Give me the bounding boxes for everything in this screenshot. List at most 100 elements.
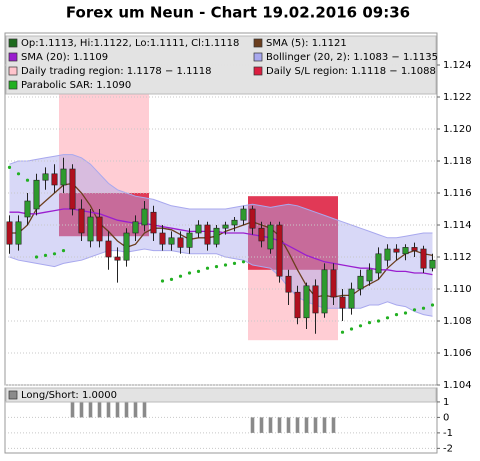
legend-box <box>5 387 437 403</box>
chart-title: Forex um Neun - Chart 19.02.2016 09:36 <box>66 4 410 22</box>
y-tick-label: 1.124 <box>443 60 472 71</box>
candle-body <box>357 275 364 290</box>
y-tick-label: 1.122 <box>443 92 472 103</box>
band-upper <box>9 154 433 239</box>
candle-body <box>186 232 193 248</box>
sar-dot <box>169 277 174 281</box>
sar-dot <box>160 279 165 283</box>
candle-body <box>204 224 211 245</box>
candle-body <box>249 208 256 229</box>
sar-dot <box>34 255 39 259</box>
y-tick-label: 1.104 <box>443 380 472 391</box>
candle-body <box>96 216 103 242</box>
legend-swatch <box>253 38 263 48</box>
y-tick-label: 1.110 <box>443 284 472 295</box>
y-tick-label: 1.114 <box>443 220 472 231</box>
bar-layer <box>70 401 336 433</box>
bar <box>268 417 273 433</box>
bar <box>88 401 93 418</box>
candle-body <box>213 227 220 245</box>
legend-layer: Long/Short: 1.0000 <box>5 387 437 403</box>
sar-dot <box>61 249 66 253</box>
sar-dot <box>358 324 363 328</box>
candle-body <box>366 269 373 282</box>
candle-body <box>348 288 355 309</box>
candle-body <box>294 291 301 319</box>
candle-body <box>321 269 328 314</box>
bar <box>70 401 75 418</box>
sar-dot <box>187 271 192 275</box>
sar-dot <box>7 165 12 169</box>
bar <box>115 401 120 418</box>
y-tick-label: 1.120 <box>443 124 472 135</box>
bar <box>331 417 336 433</box>
candle-body <box>123 232 130 261</box>
legend-swatch <box>8 52 18 62</box>
bar <box>106 401 111 418</box>
bar <box>277 417 282 433</box>
sar-dot <box>394 313 399 317</box>
candle-body <box>330 269 337 298</box>
candle-body <box>60 168 67 186</box>
candle-body <box>339 296 346 309</box>
bar <box>295 417 300 433</box>
candle-body <box>258 227 265 242</box>
candle-body <box>6 221 13 245</box>
legend-swatch <box>8 66 18 76</box>
candle-body <box>150 211 157 234</box>
candle-body <box>87 216 94 242</box>
candle-body <box>33 179 40 210</box>
candle-body <box>240 208 247 221</box>
sar-dot <box>205 266 210 270</box>
sar-dot <box>214 265 219 269</box>
legend-box <box>5 35 437 95</box>
candle-body <box>285 275 292 293</box>
legend-label: Bollinger (20, 2): 1.1083 − 1.1135 <box>266 52 438 63</box>
sar-dot <box>43 253 48 257</box>
candle-body <box>78 208 85 234</box>
candle-body <box>222 224 229 229</box>
candle-body <box>384 248 391 261</box>
y-tick-label: 1.108 <box>443 316 472 327</box>
sar-dot <box>178 274 183 278</box>
sar-dot <box>223 263 228 267</box>
candle-body <box>303 285 310 319</box>
bar <box>304 417 309 433</box>
sar-dot <box>403 311 408 315</box>
candle-body <box>276 224 283 277</box>
legend-swatch <box>253 66 263 76</box>
sar-dot <box>412 308 417 312</box>
legend-label: Op:1.1113, Hi:1.1122, Lo:1.1111, Cl:1.11… <box>21 38 239 49</box>
bar <box>97 401 102 418</box>
y-tick-label: 1.106 <box>443 348 472 359</box>
sar-dot <box>349 327 354 331</box>
sar-dot <box>196 269 201 273</box>
sar-dot <box>367 321 372 325</box>
bar <box>133 401 138 418</box>
y-tick-label: 1.118 <box>443 156 472 167</box>
bar <box>79 401 84 418</box>
sar-dot <box>241 260 246 264</box>
candlestick-layer <box>6 157 436 334</box>
legend-swatch <box>253 52 263 62</box>
bar <box>142 401 147 418</box>
y-tick-label: -2 <box>443 443 453 454</box>
candle-body <box>51 173 58 186</box>
candle-body <box>393 248 400 253</box>
candle-body <box>429 259 436 269</box>
legend-label: Daily trading region: 1.1178 − 1.1118 <box>21 66 212 77</box>
candle-body <box>105 240 112 258</box>
candle-body <box>267 224 274 250</box>
bar <box>313 417 318 433</box>
y-tick-label: 0 <box>443 412 449 423</box>
sar-dot <box>25 178 30 182</box>
sar-dot <box>52 252 57 256</box>
candle-body <box>312 285 319 314</box>
legend-layer: Op:1.1113, Hi:1.1122, Lo:1.1111, Cl:1.11… <box>5 35 438 95</box>
dots-layer <box>7 165 435 334</box>
candle-body <box>411 247 418 251</box>
legend-label: Daily S/L region: 1.1118 − 1.1088 <box>266 66 436 77</box>
bar <box>124 401 129 418</box>
candle-body <box>69 168 76 210</box>
